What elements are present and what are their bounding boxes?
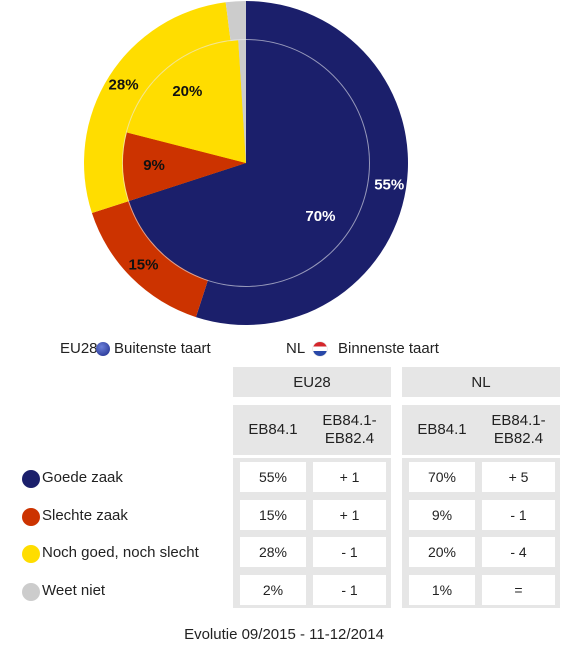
legend-series: EU28 [60,340,98,357]
table-column-header: EB84.1 [248,421,298,438]
table-column-header: EB84.1-EB82.4 [491,412,546,447]
legend-marker [22,508,40,526]
pie-slice [238,40,246,163]
data-label: 15% [128,256,158,273]
row-label: Slechte zaak [42,507,128,524]
table-column-header: EB84.1 [417,421,467,438]
table-cell: 9% [409,500,475,530]
table-cell: 28% [240,537,306,567]
legend-marker [22,470,40,488]
table-cell: = [482,575,555,605]
pie-slice [126,40,246,163]
table-cell: - 1 [313,575,386,605]
row-label: Weet niet [42,582,106,599]
table-header-bg [233,405,391,455]
row-label: Goede zaak [42,469,123,486]
legend-marker [22,545,40,563]
data-label: 28% [109,76,139,93]
data-label: 20% [172,83,202,100]
pie-chart: 55% 15% 28% 70% 9% 20% [83,1,408,326]
table-cell: + 1 [313,462,386,492]
table-group-header: EU28 [233,367,391,397]
nl-flag-icon [313,342,327,356]
data-label: 9% [143,157,165,174]
row-label: Noch goed, noch slecht [42,544,199,561]
table-header-bg [402,405,560,455]
table-cell: 2% [240,575,306,605]
pie-slice [129,40,369,286]
table-cell: + 5 [482,462,555,492]
table-cell: + 1 [313,500,386,530]
legend-series: NL [286,340,306,357]
table-cell: 55% [240,462,306,492]
pie-slice [123,132,246,202]
table-group-header: NL [402,367,560,397]
table-cell: - 1 [313,537,386,567]
footer: Evolutie 09/2015 - 11-12/2014 [184,626,384,643]
legend-marker [22,583,40,601]
eu-flag-icon [96,342,110,356]
legend-description: Buitenste taart [114,340,211,357]
data-label: 55% [374,177,404,194]
table-cell: 15% [240,500,306,530]
table-cell: 20% [409,537,475,567]
data-label: 70% [305,208,335,225]
table-cell: 70% [409,462,475,492]
table-cell: - 4 [482,537,555,567]
table-column-header: EB84.1-EB82.4 [322,412,377,447]
table-cell: - 1 [482,500,555,530]
table-cell: 1% [409,575,475,605]
legend-description: Binnenste taart [338,340,439,357]
